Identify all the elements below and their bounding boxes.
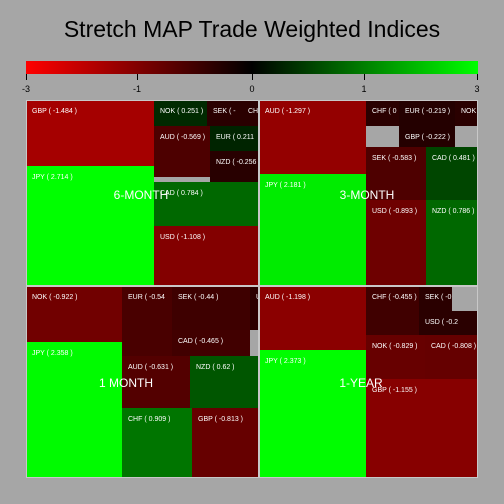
treemap-cell: CAD ( -0.465 ): [172, 330, 250, 356]
treemap-cell: USD ( -0.2: [419, 311, 478, 335]
treemap-cell: JPY ( 2.358 ): [26, 342, 122, 478]
scale-tick: [364, 74, 365, 80]
treemap-panel: AUD ( -1.198 ) CHF ( -0.455 ) SEK ( -0.1 US…: [259, 286, 478, 478]
cell-label: SEK ( -0.44 ): [178, 294, 219, 301]
cell-label: AUD ( -0.569 ): [160, 134, 206, 141]
treemap-cell: NOK: [455, 100, 478, 126]
treemap-cell: GBP ( -0.222 ): [399, 126, 455, 147]
cell-label: CAD ( -0.465 ): [178, 338, 224, 345]
cell-label: NOK: [461, 108, 477, 115]
treemap-cell: NOK ( -0.922 ): [26, 286, 122, 342]
cell-label: NOK ( -0.922 ): [32, 294, 78, 301]
scale-tick: [477, 74, 478, 80]
treemap-cell: CAD ( 0.784 ): [154, 182, 259, 226]
cell-label: AUD ( -1.297 ): [265, 108, 311, 115]
treemap-cell: AUD ( -0.569 ): [154, 126, 210, 177]
cell-label: SEK ( -: [213, 108, 236, 115]
treemap-cell: GBP ( -1.155 ): [366, 379, 478, 478]
cell-label: CHF ( 0.909 ): [128, 416, 171, 423]
cell-label: CAD ( 0.481 ): [432, 155, 475, 162]
cell-label: CH: [248, 108, 259, 115]
cell-label: JPY ( 2.181 ): [265, 182, 306, 189]
treemap-panel: AUD ( -1.297 ) CHF ( 0 EUR ( -0.219 ) NOK GB…: [259, 100, 478, 286]
cell-label: GBP ( -0.222 ): [405, 134, 451, 141]
chart-title: Stretch MAP Trade Weighted Indices: [63, 16, 441, 42]
treemap-cell: GBP ( -1.484 ): [26, 100, 154, 166]
treemap-cell: AUD ( -1.198 ): [259, 286, 366, 350]
cell-label: JPY ( 2.373 ): [265, 358, 306, 365]
treemap-cell: NZD ( 0.786 ): [426, 200, 478, 286]
treemap-panel: GBP ( -1.484 ) NOK ( 0.251 ) SEK ( - CH AUD …: [26, 100, 259, 286]
treemap-cell: JPY ( 2.181 ): [259, 174, 366, 286]
scale-tick: [137, 74, 138, 80]
cell-label: EUR ( 0.211: [216, 134, 254, 141]
treemap-cell: USD ( -0.893 ): [366, 200, 426, 286]
scale-tick-label: -1: [132, 84, 141, 94]
cell-label: GBP ( -1.155 ): [372, 387, 418, 394]
treemap-cell: CHF ( 0.909 ): [122, 408, 192, 478]
cell-label: NZD ( 0.62 ): [196, 364, 235, 371]
scale-tick-label: 1: [361, 84, 367, 94]
scale-tick: [252, 74, 253, 80]
treemap-cell: GBP ( -0.813 ): [192, 408, 259, 478]
scale-tick: [26, 74, 27, 80]
scale-tick-label: 3: [474, 84, 480, 94]
treemap-cell: U: [250, 286, 259, 330]
cell-label: AUD ( -1.198 ): [265, 294, 311, 301]
treemap-cell: CHF ( 0: [366, 100, 399, 126]
cell-label: U: [256, 294, 259, 301]
cell-label: EUR ( -0.219 ): [405, 108, 451, 115]
treemap-cell: JPY ( 2.714 ): [26, 166, 154, 286]
cell-label: NZD ( -0.256: [216, 159, 257, 166]
treemap-cell: SEK ( -0.583 ): [366, 147, 426, 200]
cell-label: AUD ( -0.631 ): [128, 364, 174, 371]
treemap-cell: USD ( -1.108 ): [154, 226, 259, 286]
treemap-cell: SEK ( -0.44 ): [172, 286, 250, 330]
treemap-cell: EUR ( -0.54: [122, 286, 172, 356]
cell-label: USD ( -0.2: [425, 319, 459, 326]
cell-label: NZD ( 0.786 ): [432, 208, 475, 215]
treemap-cell: JPY ( 2.373 ): [259, 350, 366, 478]
cell-label: CAD ( 0.784 ): [160, 190, 203, 197]
treemap-cell: AUD ( -1.297 ): [259, 100, 366, 174]
cell-label: USD ( -0.893 ): [372, 208, 418, 215]
cell-label: NOK ( -0.829 ): [372, 343, 418, 350]
cell-label: CHF ( 0: [372, 108, 397, 115]
treemap-cell: NOK ( -0.829 ): [366, 335, 425, 379]
cell-label: GBP ( -1.484 ): [32, 108, 78, 115]
treemap-cell: AUD ( -0.631 ): [122, 356, 190, 408]
cell-label: CHF ( -0.455 ): [372, 294, 417, 301]
cell-label: JPY ( 2.714 ): [32, 174, 73, 181]
cell-label: JPY ( 2.358 ): [32, 350, 73, 357]
treemap-cell: CHF ( -0.455 ): [366, 286, 419, 335]
cell-label: CAD ( -0.808 ): [431, 343, 477, 350]
treemap-cell: NZD ( 0.62 ): [190, 356, 259, 408]
cell-label: NOK ( 0.251 ): [160, 108, 204, 115]
treemap-cell: CAD ( 0.481 ): [426, 147, 478, 200]
treemap-cell: SEK ( -: [207, 100, 242, 126]
cell-label: GBP ( -0.813 ): [198, 416, 244, 423]
treemap-cell: CH: [242, 100, 259, 126]
scale-tick-label: 0: [249, 84, 255, 94]
treemap-cell: SEK ( -0.1: [419, 286, 452, 311]
cell-label: SEK ( -0.1: [425, 294, 452, 301]
treemap: GBP ( -1.484 ) NOK ( 0.251 ) SEK ( - CH AUD …: [26, 100, 478, 478]
cell-label: USD ( -1.108 ): [160, 234, 206, 241]
cell-label: EUR ( -0.54: [128, 294, 165, 301]
treemap-cell: NOK ( 0.251 ): [154, 100, 207, 126]
scale-tick-label: -3: [21, 84, 30, 94]
cell-label: SEK ( -0.583 ): [372, 155, 417, 162]
treemap-panel: NOK ( -0.922 ) EUR ( -0.54 SEK ( -0.44 ) U C…: [26, 286, 259, 478]
treemap-cell: EUR ( -0.219 ): [399, 100, 455, 126]
color-scale-bar: [26, 61, 478, 74]
treemap-cell: CAD ( -0.808 ): [425, 335, 478, 379]
treemap-cell: NZD ( -0.256: [210, 151, 259, 182]
treemap-cell: EUR ( 0.211: [210, 126, 259, 151]
